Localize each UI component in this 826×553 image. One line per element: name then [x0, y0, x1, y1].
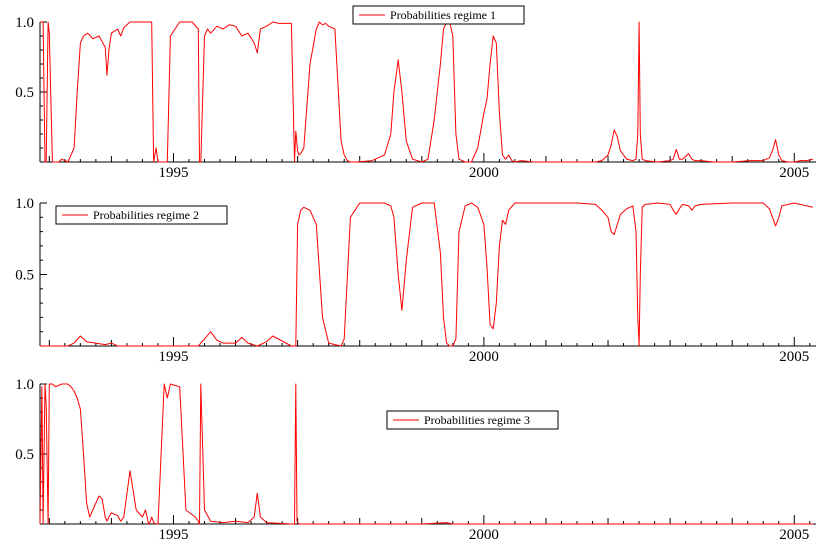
x-tick-label: 2005	[779, 527, 809, 543]
series-line	[40, 202, 814, 347]
legend-box	[352, 5, 525, 25]
x-tick-label: 2000	[469, 527, 499, 543]
chart-panel-2: 1995 2000 2005 0.5 1.0 Probabilities regime 2	[15, 196, 816, 365]
x-tick-label: 1995	[158, 527, 188, 543]
x-tick-label: 1995	[158, 165, 188, 181]
x-tick-label: 2000	[469, 165, 499, 181]
chart-panel-3: 1995 2000 2005 0.5 1.0 Probabilities regime 3	[15, 377, 816, 543]
series-line	[40, 21, 814, 163]
y-tick-label: 1.0	[15, 15, 34, 31]
y-tick-label: 0.5	[15, 447, 34, 463]
x-tick-label: 2005	[779, 349, 809, 365]
legend: Probabilities regime 1	[352, 5, 525, 25]
x-tick-label: 2005	[779, 165, 809, 181]
legend: Probabilities regime 3	[386, 410, 559, 430]
series-line	[39, 383, 813, 525]
y-tick-label: 0.5	[15, 85, 34, 101]
legend-label: Probabilities regime 3	[424, 413, 530, 427]
y-tick-label: 1.0	[15, 377, 34, 393]
legend-label: Probabilities regime 2	[93, 208, 199, 222]
legend-label: Probabilities regime 1	[390, 8, 496, 22]
legend-box	[55, 205, 228, 225]
legend: Probabilities regime 2	[55, 205, 228, 225]
y-tick-label: 0.5	[15, 268, 34, 284]
y-tick-label: 1.0	[15, 196, 34, 212]
x-tick-label: 2000	[469, 349, 499, 365]
chart-panel-1: 1995 2000 2005 0.5 1.0 Probabilities regime 1	[15, 5, 816, 181]
x-tick-label: 1995	[158, 349, 188, 365]
legend-box	[386, 410, 559, 430]
